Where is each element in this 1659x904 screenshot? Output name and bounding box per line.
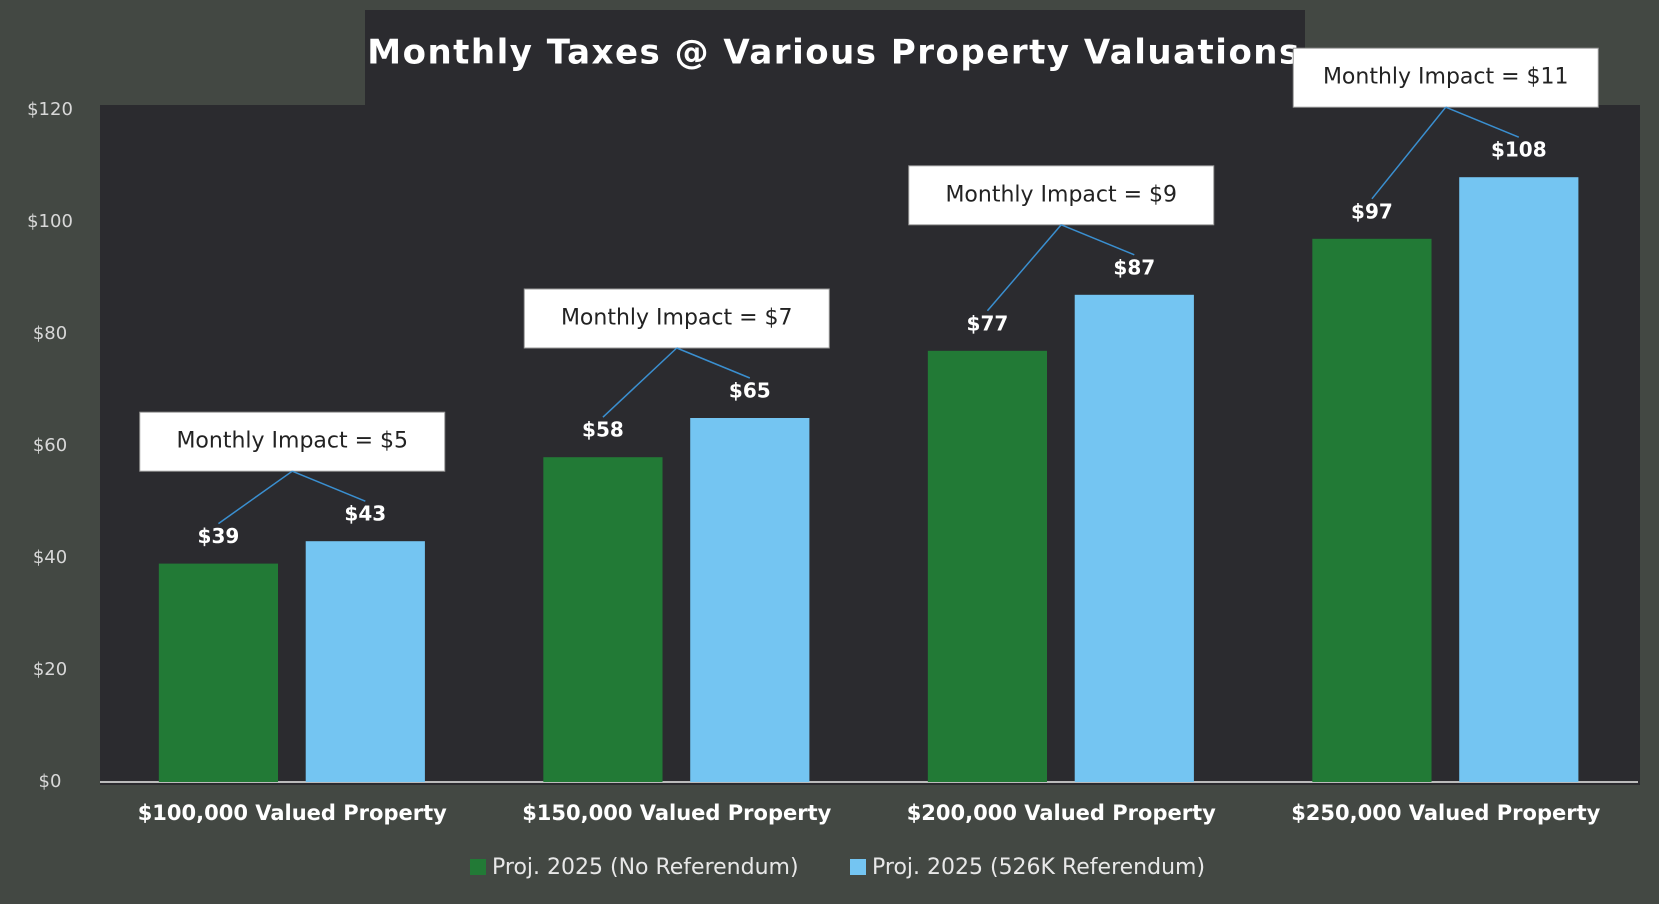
data-label: $87 (1113, 255, 1155, 279)
data-label: $39 (198, 524, 240, 548)
annotation-box (1292, 47, 1599, 108)
annotation: Monthly Impact = $9 (945, 182, 1177, 207)
annotation-box (908, 165, 1215, 226)
y-tick-label: $60 (33, 435, 67, 456)
connector (986, 224, 1062, 312)
bar (927, 350, 1048, 782)
x-tick-label: $100,000 Valued Property (138, 801, 447, 825)
connector (217, 470, 293, 525)
legend-label: Proj. 2025 (526K Referendum) (872, 855, 1205, 880)
y-tick-label: $40 (33, 547, 67, 568)
annotation: Monthly Impact = $11 (1323, 65, 1569, 90)
connector (602, 347, 678, 418)
connector (1445, 106, 1520, 138)
data-label: $77 (967, 311, 1009, 335)
data-label: $65 (729, 379, 771, 403)
legend-label: Proj. 2025 (No Referendum) (492, 855, 799, 880)
legend-swatch (850, 859, 866, 875)
data-label: $43 (344, 502, 386, 526)
y-tick-label: $120 (27, 99, 73, 120)
data-label: $97 (1351, 199, 1393, 223)
legend-swatch (470, 859, 486, 875)
bar (1074, 294, 1194, 782)
connector (676, 347, 751, 379)
annotation: Monthly Impact = $5 (176, 429, 408, 454)
bar (305, 541, 425, 782)
connector (291, 470, 366, 502)
bar (543, 457, 663, 782)
y-tick-label: $0 (39, 771, 62, 792)
y-tick-label: $100 (27, 211, 73, 232)
title-box (365, 10, 1305, 105)
y-tick-label: $20 (33, 659, 67, 680)
y-tick-label: $80 (33, 323, 67, 344)
x-tick-label: $150,000 Valued Property (522, 801, 831, 825)
annotation-box (523, 288, 830, 349)
chart-title: Monthly Taxes @ Various Property Valuati… (367, 33, 1301, 73)
data-label: $108 (1491, 138, 1547, 162)
x-tick-label: $200,000 Valued Property (907, 801, 1216, 825)
bar (690, 418, 810, 782)
annotation: Monthly Impact = $7 (561, 306, 793, 331)
x-tick-label: $250,000 Valued Property (1291, 801, 1600, 825)
bar (158, 563, 279, 782)
annotation-box (139, 411, 446, 472)
bar (1459, 177, 1579, 782)
connector (1371, 106, 1447, 200)
connector (1060, 224, 1135, 256)
bar (1312, 238, 1432, 783)
data-label: $58 (582, 418, 624, 442)
